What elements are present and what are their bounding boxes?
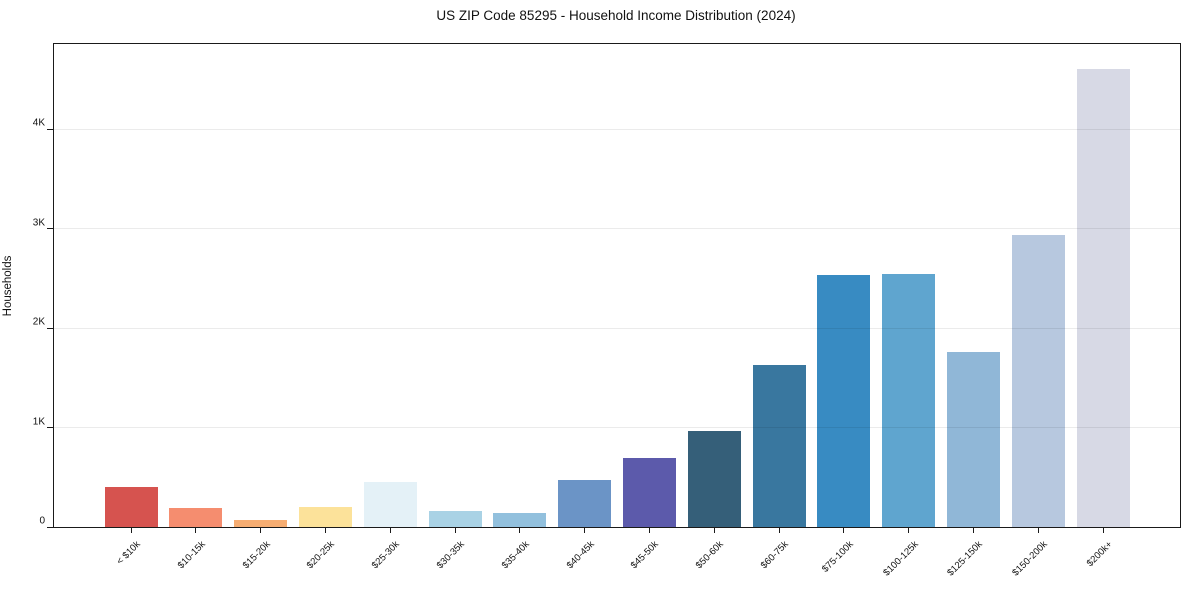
y-tick-label: 3K — [32, 217, 45, 229]
bar-$10-15k — [169, 508, 223, 527]
bar-$100-125k — [882, 273, 936, 527]
x-tick-mark — [130, 528, 132, 533]
bar-$30-35k — [428, 510, 482, 527]
y-tick-label: 0 — [39, 515, 45, 527]
y-tick-label: 2K — [32, 316, 45, 328]
x-tick-mark — [908, 528, 910, 533]
bar-$125-150k — [946, 352, 1000, 527]
y-tick-label: 4K — [32, 117, 45, 129]
x-tick-mark — [260, 528, 262, 533]
x-tick-mark — [195, 528, 197, 533]
gridline-y-3K — [54, 228, 1180, 230]
x-tick-mark — [324, 528, 326, 533]
x-tick-label: < $10k — [114, 539, 143, 568]
y-tick-mark — [47, 327, 53, 329]
bar-$35-40k — [493, 512, 547, 527]
x-tick-mark — [1037, 528, 1039, 533]
bar-$25-30k — [363, 482, 417, 527]
x-tick-mark — [972, 528, 974, 533]
x-tick-mark — [713, 528, 715, 533]
y-tick-mark — [47, 526, 53, 528]
gridline-y-2K — [54, 327, 1180, 329]
chart-title: US ZIP Code 85295 - Household Income Dis… — [436, 8, 796, 23]
y-tick-mark — [47, 128, 53, 130]
bar-$50-60k — [687, 431, 741, 527]
plot-area: Households 0 1K 2K 3K 4K < $10k $10-15k $15-20k… — [2, 43, 1181, 579]
gridline-y-4K — [54, 128, 1180, 130]
x-tick-mark — [843, 528, 845, 533]
x-tick-mark — [519, 528, 521, 533]
bar-$40-45k — [558, 479, 612, 527]
bar-$200k+ — [1076, 68, 1130, 527]
bar-$20-25k — [298, 506, 352, 527]
y-tick-mark — [47, 427, 53, 429]
x-tick-mark — [648, 528, 650, 533]
x-tick-mark — [1102, 528, 1104, 533]
x-tick-mark — [389, 528, 391, 533]
bar-$15-20k — [234, 520, 288, 527]
y-tick-mark — [47, 228, 53, 230]
bar-$150-200k — [1011, 235, 1065, 527]
y-axis-label: Households — [2, 255, 14, 316]
bar-$45-50k — [622, 457, 676, 527]
x-tick-mark — [584, 528, 586, 533]
x-tick-mark — [454, 528, 456, 533]
x-tick-mark — [778, 528, 780, 533]
gridline-y-1K — [54, 427, 1180, 429]
bar-$75-100k — [817, 274, 871, 527]
y-tick-label: 1K — [32, 416, 45, 428]
bar-$60-75k — [752, 365, 806, 527]
bar-< $10k — [104, 487, 158, 527]
